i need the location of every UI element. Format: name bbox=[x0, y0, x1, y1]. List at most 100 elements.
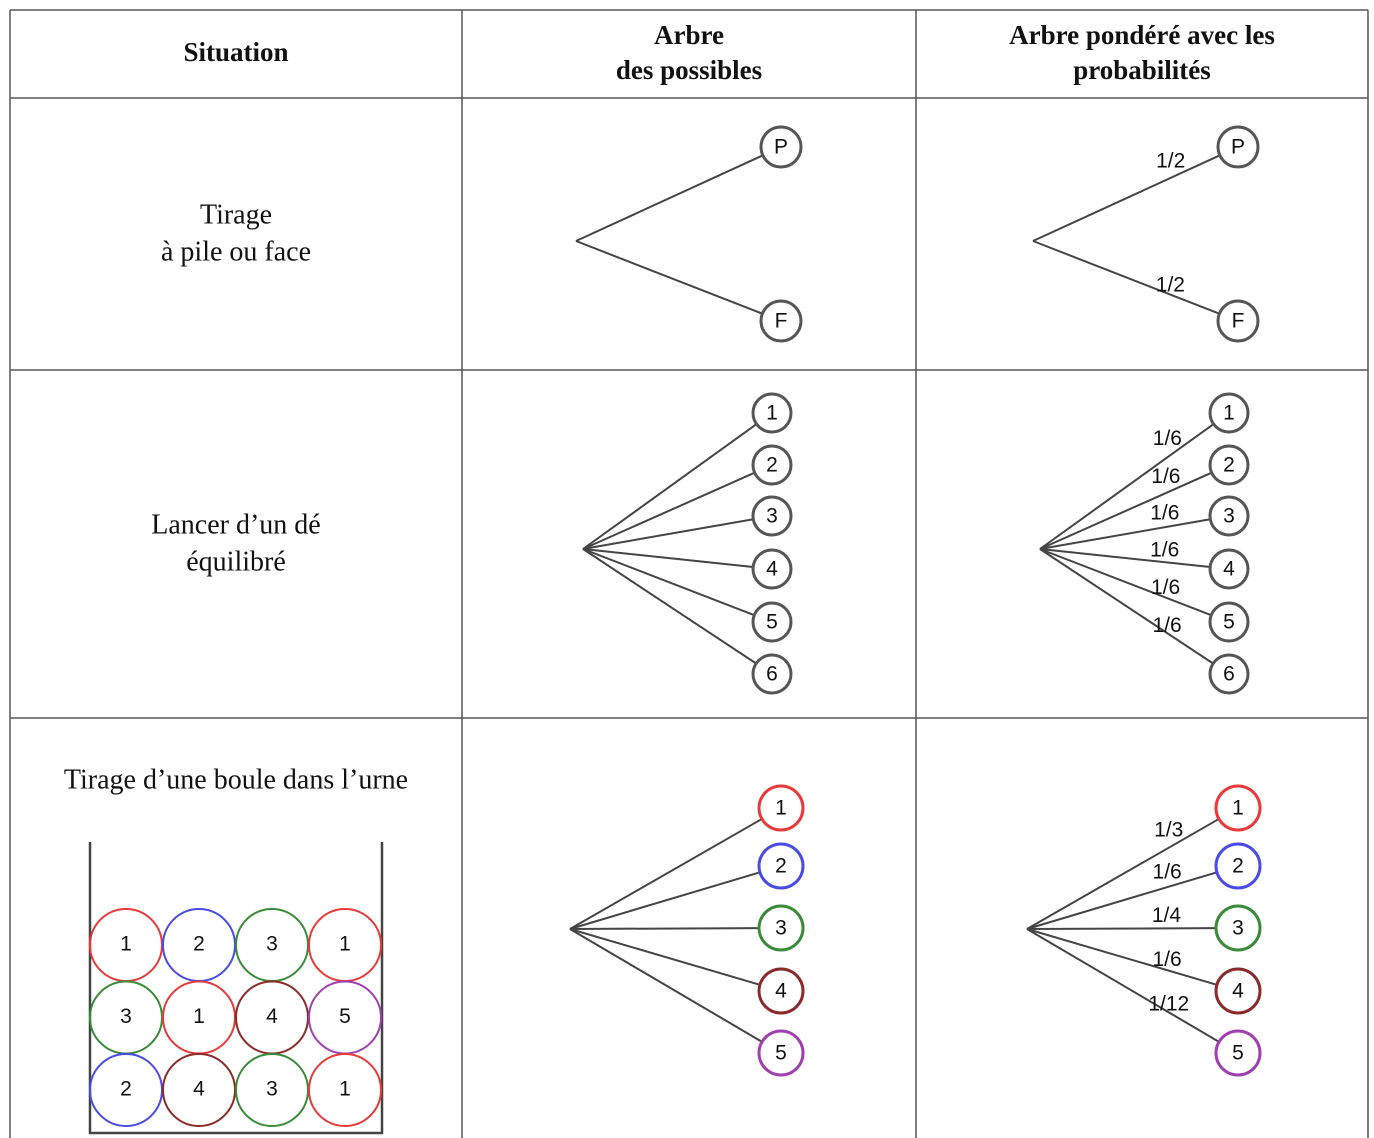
header-cell: Arbre pondéré avec les bbox=[1009, 20, 1275, 50]
outcome-node bbox=[1208, 392, 1250, 434]
probability-label: 1/6 bbox=[1151, 465, 1180, 488]
outcome-node bbox=[1208, 495, 1250, 537]
outcome-node bbox=[751, 548, 793, 590]
branch bbox=[1039, 548, 1214, 665]
branch bbox=[569, 871, 761, 930]
outcome-label: 5 bbox=[775, 1042, 787, 1065]
outcome-label: 4 bbox=[1223, 558, 1235, 581]
outcome-label: 1 bbox=[1232, 797, 1244, 820]
outcome-node bbox=[751, 444, 793, 486]
urn-ball-label: 5 bbox=[339, 1005, 351, 1028]
branch bbox=[1032, 154, 1221, 242]
urn-ball-label: 2 bbox=[193, 933, 205, 956]
outcome-node bbox=[1214, 1029, 1262, 1077]
urn-ball-label: 1 bbox=[339, 1078, 351, 1101]
branch bbox=[582, 548, 755, 617]
branch bbox=[569, 927, 760, 930]
outcome-label: 3 bbox=[775, 917, 787, 940]
branch bbox=[582, 471, 756, 550]
outcome-node bbox=[751, 653, 793, 695]
probability-label: 1/6 bbox=[1153, 948, 1182, 971]
probability-label: 1/3 bbox=[1154, 819, 1183, 842]
outcome-node bbox=[1216, 299, 1260, 343]
outcome-node bbox=[759, 125, 803, 169]
urn-ball-label: 3 bbox=[266, 1078, 278, 1101]
situation-text: Tirage d’une boule dans l’urne bbox=[64, 764, 408, 795]
outcome-label: 2 bbox=[766, 454, 778, 477]
outcome-node bbox=[1208, 601, 1250, 643]
branch bbox=[1026, 928, 1220, 1043]
outcome-node bbox=[757, 842, 805, 890]
outcome-label: 6 bbox=[1223, 663, 1235, 686]
probability-label: 1/2 bbox=[1156, 150, 1185, 173]
outcome-label: 1 bbox=[775, 797, 787, 820]
header-cell: Situation bbox=[183, 37, 288, 67]
outcome-node bbox=[757, 904, 805, 952]
outcome-node bbox=[1214, 842, 1262, 890]
outcome-label: 1 bbox=[766, 402, 778, 425]
outcome-node bbox=[1216, 125, 1260, 169]
branch bbox=[1026, 928, 1218, 986]
urn-ball-label: 3 bbox=[120, 1005, 132, 1028]
outcome-node bbox=[1214, 967, 1262, 1015]
probability-label: 1/6 bbox=[1151, 576, 1180, 599]
probability-label: 1/6 bbox=[1150, 501, 1179, 524]
situation-text: Tirage bbox=[200, 199, 272, 230]
urn-ball-label: 1 bbox=[339, 933, 351, 956]
outcome-label: 5 bbox=[1223, 611, 1235, 634]
branch bbox=[1026, 871, 1218, 930]
outcome-label: 1 bbox=[1223, 402, 1235, 425]
outcome-label: 4 bbox=[766, 558, 778, 581]
outcome-node bbox=[751, 495, 793, 537]
situation-text: équilibré bbox=[186, 546, 286, 577]
outcome-node bbox=[1208, 444, 1250, 486]
probability-label: 1/6 bbox=[1152, 614, 1181, 637]
probability-label: 1/2 bbox=[1156, 273, 1185, 296]
header-cell: Arbre bbox=[654, 20, 724, 50]
situation-text: à pile ou face bbox=[161, 236, 311, 267]
header-cell: des possibles bbox=[616, 55, 762, 85]
outcome-label: 2 bbox=[1223, 454, 1235, 477]
outcome-node bbox=[751, 601, 793, 643]
outcome-node bbox=[1214, 904, 1262, 952]
outcome-label: 2 bbox=[1232, 855, 1244, 878]
outcome-label: 4 bbox=[1232, 980, 1244, 1003]
probability-label: 1/6 bbox=[1153, 860, 1182, 883]
table-grid bbox=[9, 9, 1369, 1138]
situation-text: Lancer d’un dé bbox=[151, 509, 320, 540]
urn-ball-label: 1 bbox=[120, 933, 132, 956]
outcome-node bbox=[757, 784, 805, 832]
outcome-node bbox=[759, 299, 803, 343]
branch bbox=[569, 928, 763, 1043]
outcome-label: 4 bbox=[775, 980, 787, 1003]
urn-ball bbox=[308, 1053, 382, 1127]
outcome-label: P bbox=[1231, 136, 1245, 159]
outcome-label: 5 bbox=[766, 611, 778, 634]
branch bbox=[1039, 548, 1212, 617]
outcome-label: 2 bbox=[775, 855, 787, 878]
branch bbox=[1026, 927, 1217, 930]
branch bbox=[575, 240, 763, 315]
urn-ball-label: 4 bbox=[193, 1078, 205, 1101]
header-cell: probabilités bbox=[1073, 55, 1211, 85]
outcome-label: 5 bbox=[1232, 1042, 1244, 1065]
branch bbox=[1039, 471, 1213, 550]
branch bbox=[1026, 818, 1220, 930]
branch bbox=[1032, 240, 1220, 315]
urn-ball-label: 4 bbox=[266, 1005, 278, 1028]
probability-label: 1/12 bbox=[1148, 993, 1189, 1016]
branch bbox=[1039, 548, 1211, 568]
urn-outline bbox=[88, 842, 384, 1135]
urn-ball-label: 2 bbox=[120, 1078, 132, 1101]
probability-label: 1/6 bbox=[1153, 427, 1182, 450]
branch bbox=[1039, 518, 1211, 550]
outcome-node bbox=[1208, 548, 1250, 590]
branch bbox=[1039, 423, 1215, 550]
probability-label: 1/4 bbox=[1152, 904, 1182, 927]
urn-ball-label: 3 bbox=[266, 933, 278, 956]
outcome-label: P bbox=[774, 136, 788, 159]
urn-ball-label: 1 bbox=[193, 1005, 205, 1028]
branch bbox=[582, 548, 757, 665]
